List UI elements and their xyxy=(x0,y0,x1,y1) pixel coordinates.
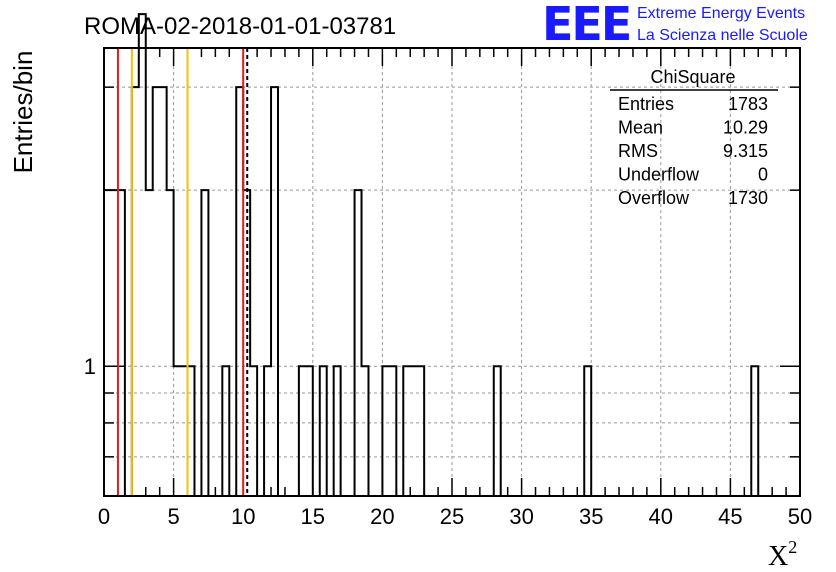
stat-value: 1730 xyxy=(728,188,768,208)
stat-value: 1783 xyxy=(728,94,768,114)
x-axis-title-base: X xyxy=(768,541,788,572)
logo-line-1: Extreme Energy Events xyxy=(637,5,805,22)
stat-label: RMS xyxy=(618,141,658,161)
stat-label: Underflow xyxy=(618,165,700,185)
stats-box: ChiSquare Entries 1783 Mean 10.29 RMS 9.315 Un… xyxy=(610,67,778,208)
eee-logo: EEE xyxy=(542,0,630,51)
x-ticks: 0 5 10 15 20 25 30 35 40 45 50 xyxy=(98,48,812,529)
x-tick-label: 40 xyxy=(649,504,673,529)
stats-title: ChiSquare xyxy=(650,67,735,87)
x-tick-label: 5 xyxy=(167,504,179,529)
x-tick-label: 35 xyxy=(579,504,603,529)
x-tick-label: 20 xyxy=(370,504,394,529)
logo-line-2: La Scienza nelle Scuole xyxy=(637,27,808,44)
y-axis-title: Entries/bin xyxy=(8,51,38,174)
x-axis-title-sup: 2 xyxy=(788,537,797,557)
x-tick-label: 30 xyxy=(509,504,533,529)
x-tick-label: 25 xyxy=(440,504,464,529)
y-ticks: 1 xyxy=(84,86,800,497)
stat-label: Mean xyxy=(618,118,663,138)
stat-value: 9.315 xyxy=(723,141,768,161)
stat-value: 10.29 xyxy=(723,118,768,138)
stat-label: Overflow xyxy=(618,188,690,208)
x-tick-label: 15 xyxy=(301,504,325,529)
x-tick-label: 0 xyxy=(98,504,110,529)
plot-frame xyxy=(103,47,801,497)
x-tick-label: 50 xyxy=(788,504,812,529)
stats-rows: Entries 1783 Mean 10.29 RMS 9.315 Underflow 0 Ov… xyxy=(618,94,768,208)
x-tick-label: 10 xyxy=(231,504,255,529)
chart-title: ROMA-02-2018-01-01-03781 xyxy=(84,13,396,40)
x-tick-label: 45 xyxy=(718,504,742,529)
x-axis-title: X2 xyxy=(768,537,797,572)
stat-value: 0 xyxy=(758,165,768,185)
stat-label: Entries xyxy=(618,94,674,114)
reference-lines xyxy=(116,48,249,496)
y-tick-label: 1 xyxy=(84,354,96,379)
